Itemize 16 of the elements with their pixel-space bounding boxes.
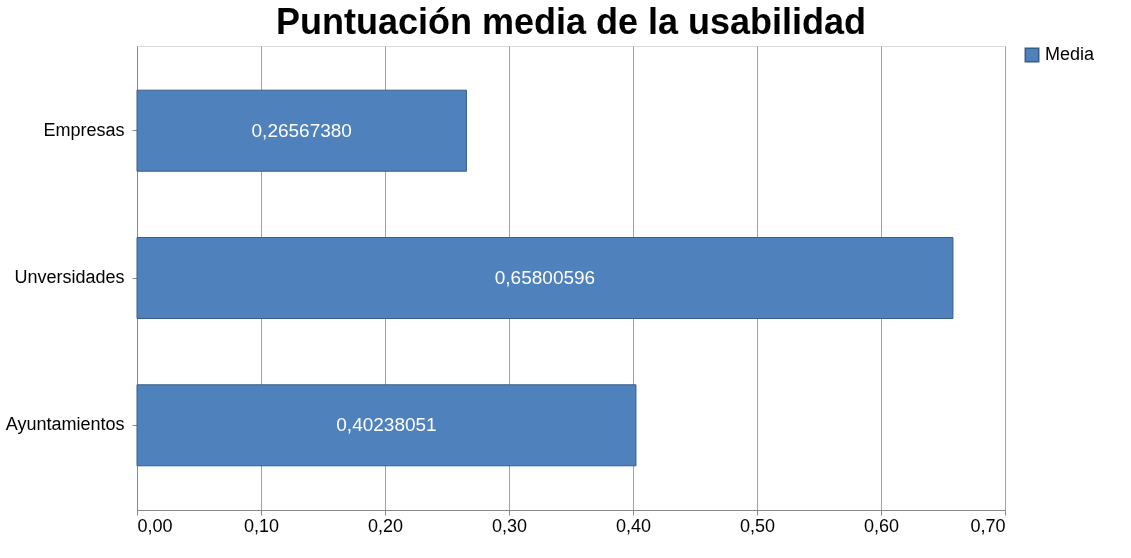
x-tick-label: 0,10 — [243, 515, 280, 536]
y-tick-label: Ayuntamientos — [5, 414, 125, 435]
x-tick-label: 0,20 — [367, 515, 404, 536]
x-tick-label: 0,40 — [615, 515, 652, 536]
y-tick-label: Unversidades — [14, 267, 125, 287]
x-tick-label: 0,50 — [739, 515, 776, 536]
data-label: 0,26567380 — [251, 119, 352, 141]
x-tick-label: 0,00 — [137, 515, 173, 536]
data-label: 0,65800596 — [494, 267, 596, 288]
x-tick-label: 0,60 — [863, 515, 900, 536]
data-label: 0,40238051 — [336, 414, 437, 436]
chart-title: Puntuación media de la usabilidad — [275, 1, 867, 42]
legend-label: Media — [1045, 44, 1096, 64]
y-tick-label: Empresas — [43, 119, 125, 140]
x-tick-label: 0,30 — [491, 515, 528, 536]
x-tick-label: 0,70 — [970, 515, 1006, 536]
